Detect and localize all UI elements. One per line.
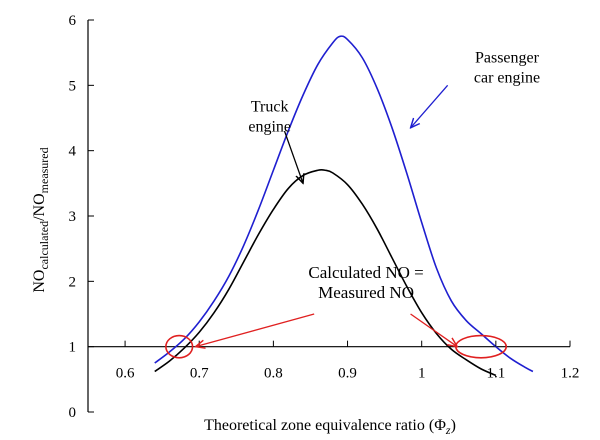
y-tick-label: 1 bbox=[69, 340, 77, 356]
x-axis-title-sub: z bbox=[445, 423, 451, 437]
x-tick-label: 0.6 bbox=[116, 366, 135, 382]
equality-markers-layer bbox=[165, 313, 508, 359]
y-tick-label: 4 bbox=[69, 144, 77, 160]
x-tick-label: 0.7 bbox=[190, 366, 209, 382]
x-tick-label: 1.1 bbox=[486, 366, 505, 382]
annotations-layer: Truck engine Passenger car engine Calculated… bbox=[248, 49, 540, 302]
annotation-truck-arrow bbox=[283, 130, 304, 183]
annotation-equal-line-1: Calculated NO = bbox=[308, 263, 423, 282]
annotation-car-line-2: car engine bbox=[474, 69, 540, 86]
x-axis-title-close: ) bbox=[451, 417, 456, 434]
y-tick-label: 5 bbox=[69, 78, 77, 94]
annotation-car-arrow bbox=[411, 84, 449, 127]
x-axis-title-main: Theoretical zone equivalence ratio (Φ bbox=[204, 417, 446, 434]
annotation-car: Passenger car engine bbox=[411, 49, 540, 127]
x-tick-label: 0.9 bbox=[338, 366, 357, 382]
annotation-truck: Truck engine bbox=[248, 98, 303, 183]
x-tick-label: 0.8 bbox=[264, 366, 283, 382]
y-axis-title-no2: /NO bbox=[31, 193, 48, 221]
y-axis-title-no1: NO bbox=[31, 270, 48, 293]
y-tick-label: 0 bbox=[69, 405, 77, 421]
series-layer bbox=[154, 35, 534, 377]
series-line-truck bbox=[154, 168, 497, 377]
equality-marker-1 bbox=[165, 334, 194, 359]
y-axis-title-sub2: measured bbox=[37, 147, 51, 193]
y-axis-title-sub1: calculated bbox=[37, 221, 51, 270]
axes-layer: 0 1 2 3 4 5 6 0.6 0.7 0.8 0.9 1 1.1 1.2 bbox=[69, 13, 580, 421]
annotation-truck-line-2: engine bbox=[248, 118, 291, 135]
y-tick-label: 6 bbox=[69, 13, 77, 29]
y-tick-label: 3 bbox=[69, 209, 77, 225]
x-axis-title: Theoretical zone equivalence ratio (Φz) bbox=[204, 417, 456, 437]
annotation-equal: Calculated NO =Measured NO bbox=[308, 263, 423, 302]
y-tick-label: 2 bbox=[69, 274, 77, 290]
annotation-equal-line-2: Measured NO bbox=[318, 283, 414, 302]
equality-arrow-2 bbox=[410, 313, 458, 347]
y-axis-title: NOcalculated/NOmeasured bbox=[31, 147, 51, 292]
annotation-car-line-1: Passenger bbox=[475, 49, 540, 66]
equality-arrow-1 bbox=[196, 313, 315, 347]
x-tick-label: 1 bbox=[418, 366, 426, 382]
series-line-passenger-car bbox=[154, 35, 534, 373]
annotation-truck-line-1: Truck bbox=[251, 98, 289, 115]
x-tick-label: 1.2 bbox=[561, 366, 580, 382]
